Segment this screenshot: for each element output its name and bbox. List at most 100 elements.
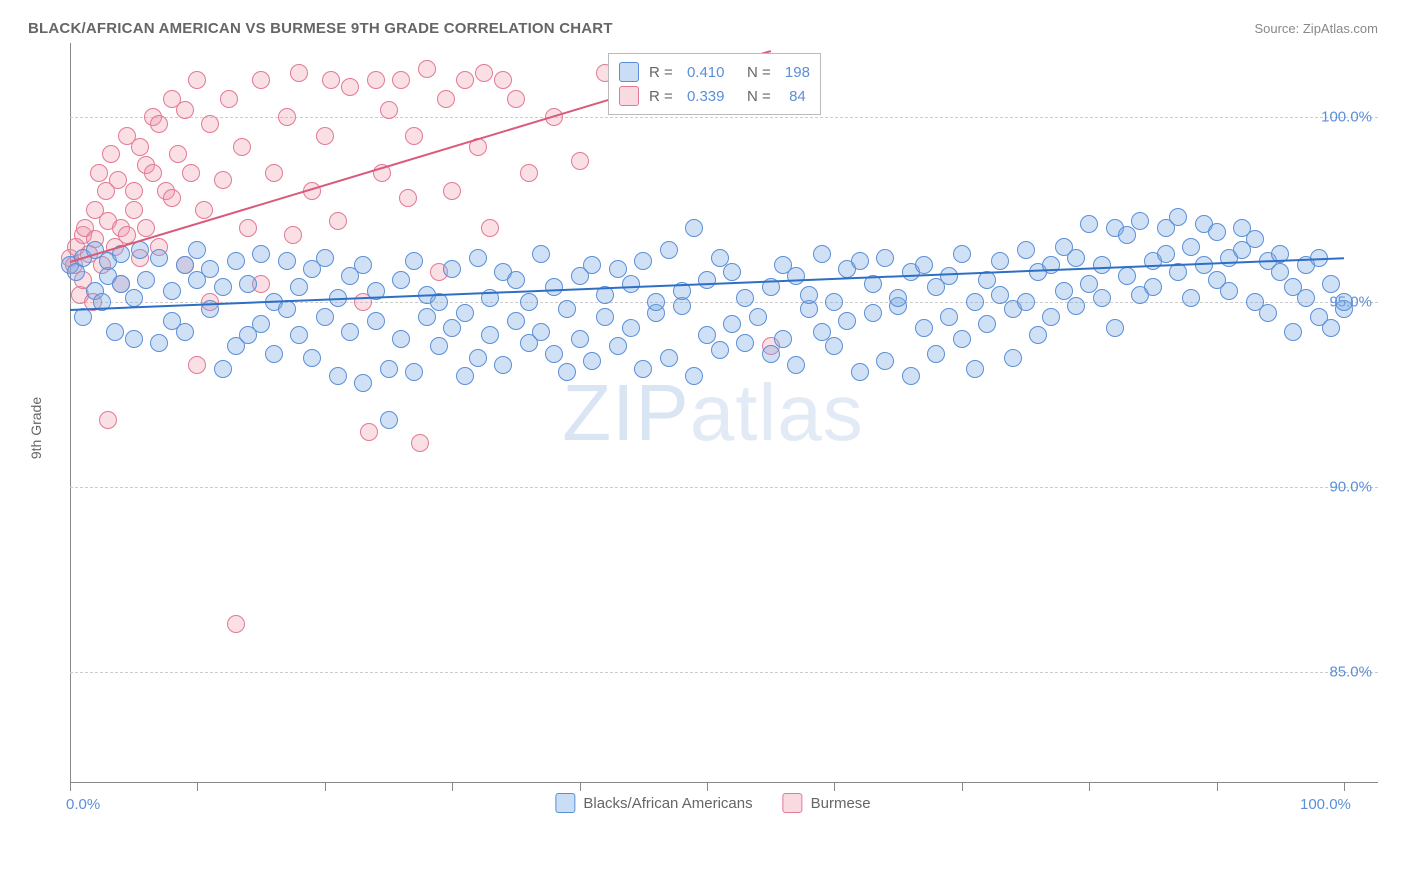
x-tick [580,783,581,791]
data-point [475,64,493,82]
data-point [1067,297,1085,315]
data-point [411,434,429,452]
gridline-h [70,487,1378,488]
data-point [316,308,334,326]
data-point [698,271,716,289]
data-point [456,304,474,322]
stats-r-label: R = [649,88,677,105]
source-attribution: Source: ZipAtlas.com [1254,21,1378,36]
data-point [1004,349,1022,367]
data-point [736,334,754,352]
data-point [1017,241,1035,259]
data-point [532,245,550,263]
x-tick [70,783,71,791]
data-point [1322,275,1340,293]
data-point [380,411,398,429]
data-point [723,315,741,333]
data-point [825,337,843,355]
data-point [131,241,149,259]
data-point [430,337,448,355]
data-point [265,345,283,363]
x-tick [325,783,326,791]
data-point [456,71,474,89]
data-point [1017,293,1035,311]
data-point [1271,263,1289,281]
data-point [1118,226,1136,244]
data-point [290,278,308,296]
data-point [481,219,499,237]
data-point [876,352,894,370]
stats-n-label: N = [734,64,774,81]
data-point [711,249,729,267]
legend-item: Burmese [783,793,871,813]
data-point [838,312,856,330]
data-point [239,219,257,237]
data-point [443,260,461,278]
data-point [316,249,334,267]
data-point [354,256,372,274]
x-tick [1217,783,1218,791]
data-point [125,330,143,348]
data-point [571,152,589,170]
data-point [966,360,984,378]
data-point [341,78,359,96]
data-point [322,71,340,89]
data-point [443,319,461,337]
legend-label: Blacks/African Americans [583,795,752,812]
data-point [507,90,525,108]
data-point [418,60,436,78]
plot-area: 9th Grade ZIPatlas 85.0%90.0%95.0%100.0%… [48,43,1378,813]
data-point [647,293,665,311]
data-point [182,164,200,182]
data-point [290,326,308,344]
data-point [1182,289,1200,307]
stats-row: R = 0.410 N = 198 [619,60,810,84]
data-point [392,271,410,289]
x-axis-label-min: 0.0% [66,796,100,813]
legend-swatch [783,793,803,813]
data-point [125,201,143,219]
data-point [813,323,831,341]
data-point [469,349,487,367]
data-point [150,115,168,133]
data-point [1131,212,1149,230]
data-point [520,164,538,182]
data-point [125,289,143,307]
data-point [469,249,487,267]
data-point [1080,215,1098,233]
x-tick [1089,783,1090,791]
data-point [1067,249,1085,267]
legend-item: Blacks/African Americans [555,793,752,813]
data-point [634,360,652,378]
data-point [940,308,958,326]
stats-n-value: 198 [785,64,810,81]
data-point [978,315,996,333]
data-point [940,267,958,285]
x-axis-line [70,782,1378,783]
data-point [774,330,792,348]
data-point [1144,278,1162,296]
data-point [380,360,398,378]
data-point [902,367,920,385]
y-tick-label: 85.0% [1329,664,1372,681]
x-axis-label-max: 100.0% [1300,796,1351,813]
data-point [418,308,436,326]
data-point [494,356,512,374]
x-tick [1344,783,1345,791]
data-point [214,360,232,378]
data-point [736,289,754,307]
y-tick-label: 100.0% [1321,109,1372,126]
data-point [851,252,869,270]
legend-swatch [619,86,639,106]
x-tick [707,783,708,791]
data-point [405,363,423,381]
gridline-h [70,672,1378,673]
stats-row: R = 0.339 N = 84 [619,84,810,108]
stats-r-value: 0.339 [687,88,725,105]
data-point [889,289,907,307]
data-point [685,367,703,385]
data-point [787,267,805,285]
data-point [367,312,385,330]
data-point [329,367,347,385]
data-point [481,326,499,344]
